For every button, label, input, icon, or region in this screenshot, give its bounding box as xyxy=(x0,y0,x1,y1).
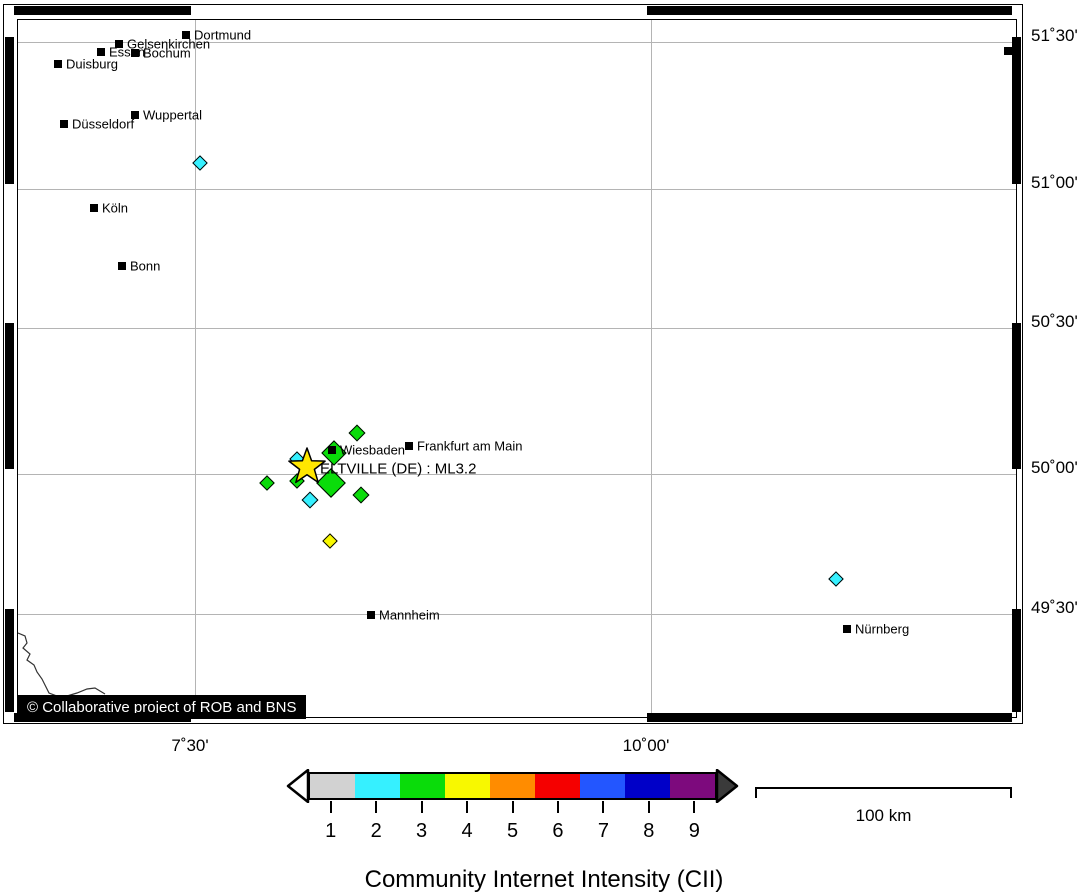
colorbar-tick xyxy=(329,801,332,813)
lon-label: 7˚30' xyxy=(171,736,209,755)
city-square xyxy=(131,49,139,57)
lat-label: 51˚30' xyxy=(1031,26,1078,45)
city-label: Bonn xyxy=(130,258,161,274)
gridline-meridian xyxy=(195,20,196,717)
city-label: Dortmund xyxy=(194,27,252,43)
colorbar-tick xyxy=(466,801,469,813)
colorbar-value: 6 xyxy=(552,820,564,842)
colorbar-value: 4 xyxy=(461,820,473,842)
colorbar-left-arrow-icon xyxy=(286,769,310,803)
scalebar-label: 100 km xyxy=(855,806,912,825)
cii-marker-diamond xyxy=(322,533,338,549)
cii-marker-diamond xyxy=(259,475,275,491)
city-square xyxy=(182,31,190,39)
colorbar-value: 8 xyxy=(643,820,655,842)
cii-marker-diamond xyxy=(348,424,366,442)
colorbar-value: 2 xyxy=(370,820,382,842)
colorbar-segment xyxy=(580,774,625,798)
city-square xyxy=(1004,47,1012,55)
city-square xyxy=(60,120,68,128)
gridline-parallel xyxy=(18,328,1016,329)
city-square xyxy=(367,611,375,619)
frame-band-top xyxy=(14,6,191,15)
gridline-parallel xyxy=(18,614,1016,615)
frame-band-right xyxy=(1012,37,1021,184)
colorbar-tick xyxy=(602,801,605,813)
map-area: Dortmund Gelsenkirchen Essen Bochum Duisburg… xyxy=(17,19,1017,719)
city-square xyxy=(405,442,413,450)
frame-band-left xyxy=(5,323,14,469)
gridline-meridian xyxy=(651,20,652,717)
page-title: Community Internet Intensity (CII) xyxy=(364,866,724,893)
colorbar-value: 9 xyxy=(688,820,700,842)
colorbar-tick xyxy=(647,801,650,813)
colorbar-right-arrow-icon xyxy=(715,769,739,803)
colorbar-tick xyxy=(693,801,696,813)
colorbar-tick xyxy=(420,801,423,813)
colorbar-value: 5 xyxy=(506,820,519,842)
frame-band-right xyxy=(1012,609,1021,712)
city-label: Wuppertal xyxy=(143,107,203,123)
city-label: Mannheim xyxy=(379,607,440,623)
cii-marker-diamond xyxy=(828,571,844,587)
city-square xyxy=(97,48,105,56)
colorbar-segment xyxy=(445,774,490,798)
frame-band-left xyxy=(5,37,14,184)
frame-band-right xyxy=(1012,323,1021,469)
city-label: Frankfurt am Main xyxy=(417,438,523,454)
lat-label: 50˚00' xyxy=(1031,458,1078,477)
lat-label: 51˚00' xyxy=(1031,173,1078,192)
city-label: Düsseldorf xyxy=(72,116,135,132)
frame-band-bottom xyxy=(14,713,191,722)
city-square xyxy=(131,111,139,119)
frame-band-bottom xyxy=(647,713,1012,722)
colorbar-tick xyxy=(511,801,514,813)
city-square xyxy=(115,40,123,48)
colorbar-segment xyxy=(310,774,355,798)
country-border-line xyxy=(18,632,106,697)
lat-label: 50˚30' xyxy=(1031,312,1078,331)
city-square xyxy=(118,262,126,270)
gridline-parallel xyxy=(18,189,1016,190)
colorbar-value: 3 xyxy=(416,820,428,842)
colorbar-segment xyxy=(670,774,715,798)
colorbar-segment xyxy=(490,774,535,798)
colorbar xyxy=(308,772,717,800)
city-label: Köln xyxy=(102,200,129,216)
epicenter-label: ELTVILLE (DE) : ML3.2 xyxy=(320,460,477,478)
colorbar-segment xyxy=(400,774,445,798)
city-square xyxy=(328,446,336,454)
city-label: Bochum xyxy=(143,45,191,61)
colorbar-tick xyxy=(556,801,559,813)
lon-label: 10˚00' xyxy=(622,736,670,755)
city-label: Nürnberg xyxy=(855,621,910,637)
frame-band-left xyxy=(5,609,14,712)
city-label: Gelsenkirchen xyxy=(127,36,211,52)
gridline-parallel xyxy=(18,42,1016,43)
colorbar-segment xyxy=(535,774,580,798)
frame-band-top xyxy=(647,6,1012,15)
colorbar-segment xyxy=(625,774,670,798)
colorbar-segment xyxy=(355,774,400,798)
city-label: Wiesbaden xyxy=(340,442,406,458)
colorbar-value: 1 xyxy=(325,820,337,842)
cii-marker-diamond xyxy=(352,486,370,504)
cii-marker-diamond xyxy=(301,491,319,509)
city-square xyxy=(90,204,98,212)
scalebar xyxy=(755,787,1012,798)
city-label: Duisburg xyxy=(66,56,119,72)
colorbar-tick xyxy=(375,801,378,813)
epicenter-star-icon xyxy=(288,447,326,484)
gridline-parallel xyxy=(18,474,1016,475)
map-frame: Dortmund Gelsenkirchen Essen Bochum Duisburg… xyxy=(3,4,1023,724)
lat-label: 49˚30' xyxy=(1031,598,1078,617)
city-square xyxy=(843,625,851,633)
city-square xyxy=(54,60,62,68)
colorbar-value: 7 xyxy=(597,820,609,842)
